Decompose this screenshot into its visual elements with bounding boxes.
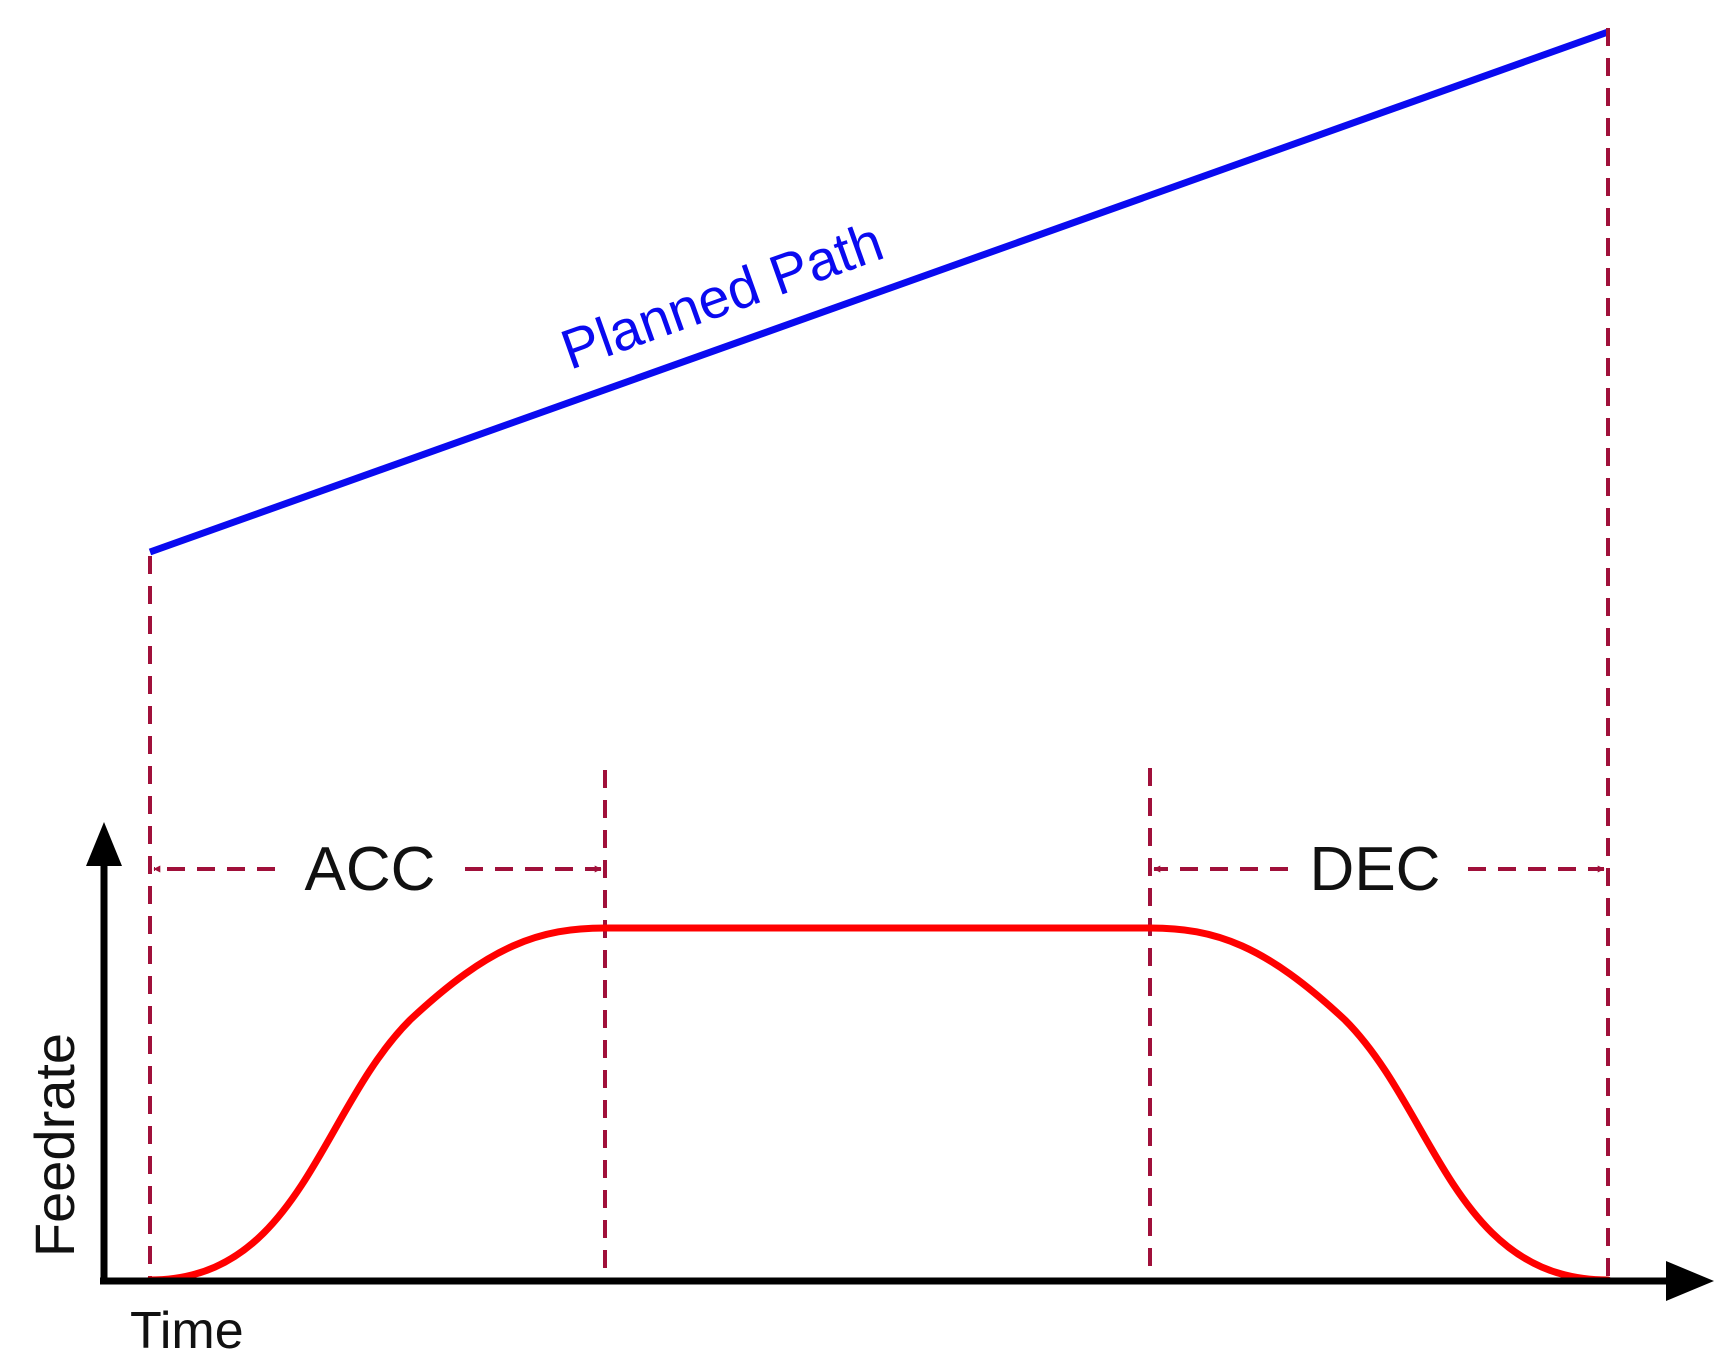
acc-label: ACC — [305, 835, 436, 904]
y-axis-label: Feedrate — [23, 1033, 86, 1257]
planned-path-label: Planned Path — [553, 209, 891, 381]
x-axis-label: Time — [130, 1302, 244, 1360]
x-axis-arrowhead — [1666, 1261, 1714, 1301]
axes — [86, 822, 1714, 1301]
vertical-guides — [148, 28, 1610, 1280]
y-axis-arrowhead — [86, 822, 122, 866]
planned-path-line — [148, 28, 1610, 556]
feedrate-curve — [146, 924, 1612, 1284]
dec-label: DEC — [1310, 835, 1441, 904]
